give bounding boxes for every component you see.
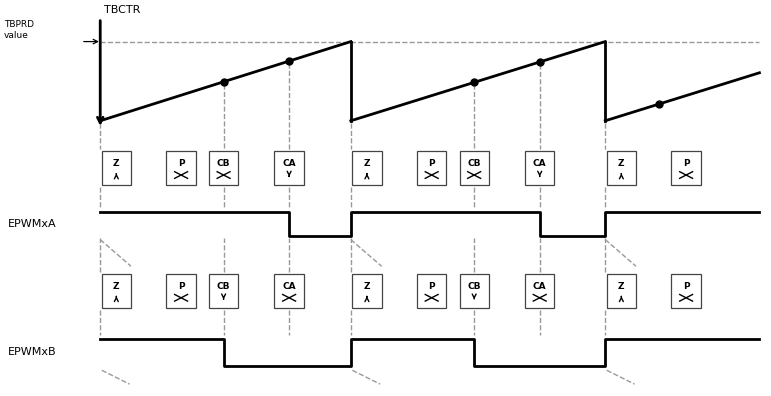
Text: CB: CB (217, 159, 231, 168)
Text: CA: CA (282, 282, 296, 291)
Text: CA: CA (533, 159, 547, 168)
Text: P: P (683, 282, 689, 291)
Text: CB: CB (467, 159, 481, 168)
Text: EPWMxB: EPWMxB (8, 347, 56, 358)
Text: P: P (178, 282, 184, 291)
Text: Z: Z (618, 282, 625, 291)
Bar (460, 274, 489, 308)
Bar (274, 152, 304, 185)
Text: CB: CB (217, 282, 231, 291)
Text: TBCTR: TBCTR (104, 5, 140, 15)
Text: Z: Z (364, 159, 370, 168)
Text: CA: CA (282, 159, 296, 168)
Text: Z: Z (618, 159, 625, 168)
Bar (209, 274, 238, 308)
Bar (352, 152, 382, 185)
Text: P: P (429, 282, 435, 291)
Text: CA: CA (533, 282, 547, 291)
Text: Z: Z (113, 282, 120, 291)
Text: Z: Z (113, 159, 120, 168)
Bar (102, 152, 131, 185)
Bar (607, 274, 636, 308)
Text: Z: Z (364, 282, 370, 291)
Bar (607, 152, 636, 185)
Bar (167, 152, 196, 185)
Text: P: P (429, 159, 435, 168)
Text: EPWMxA: EPWMxA (8, 219, 56, 229)
Bar (209, 152, 238, 185)
Bar (417, 274, 446, 308)
Bar (417, 152, 446, 185)
Bar (460, 152, 489, 185)
Bar (352, 274, 382, 308)
Bar (672, 152, 701, 185)
Text: P: P (683, 159, 689, 168)
Text: TBPRD
value: TBPRD value (4, 20, 34, 40)
Text: CB: CB (467, 282, 481, 291)
Bar (102, 274, 131, 308)
Bar (167, 274, 196, 308)
Bar (525, 152, 554, 185)
Text: P: P (178, 159, 184, 168)
Bar (274, 274, 304, 308)
Bar (525, 274, 554, 308)
Bar (672, 274, 701, 308)
